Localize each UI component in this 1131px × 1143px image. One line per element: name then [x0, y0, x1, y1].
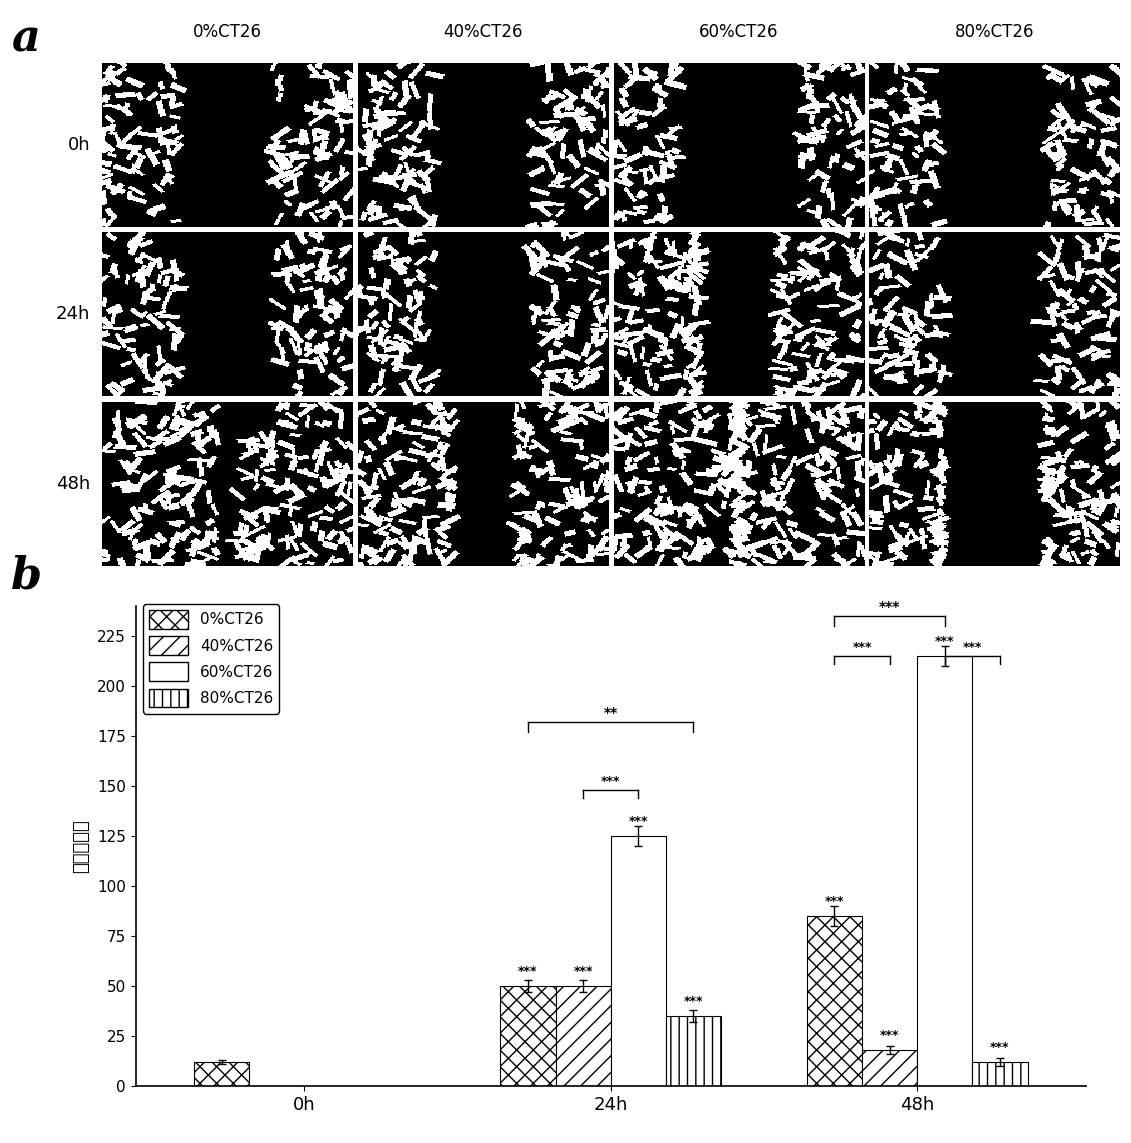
- Text: ***: ***: [601, 775, 621, 788]
- Text: ***: ***: [880, 1029, 899, 1042]
- Text: ***: ***: [824, 895, 844, 908]
- Text: ***: ***: [684, 994, 703, 1008]
- Text: 40%CT26: 40%CT26: [443, 23, 523, 41]
- Bar: [555, 985, 611, 1086]
- Bar: [193, 1062, 249, 1086]
- Y-axis label: 迁移细胞数: 迁移细胞数: [72, 818, 90, 873]
- Text: 48h: 48h: [57, 474, 90, 493]
- Text: ***: ***: [962, 641, 982, 654]
- Bar: [666, 1016, 722, 1086]
- Text: ***: ***: [629, 815, 648, 828]
- Text: ***: ***: [879, 600, 900, 614]
- Text: 0h: 0h: [68, 136, 90, 154]
- Text: ***: ***: [573, 965, 593, 978]
- Text: 60%CT26: 60%CT26: [699, 23, 778, 41]
- Text: ***: ***: [991, 1041, 1010, 1054]
- Bar: [611, 836, 666, 1086]
- Text: ***: ***: [935, 634, 955, 648]
- Bar: [862, 1049, 917, 1086]
- Bar: [973, 1062, 1028, 1086]
- Text: 0%CT26: 0%CT26: [192, 23, 261, 41]
- Text: 80%CT26: 80%CT26: [955, 23, 1035, 41]
- Text: 24h: 24h: [57, 305, 90, 323]
- Text: ***: ***: [518, 965, 537, 978]
- Text: a: a: [11, 17, 41, 61]
- Text: b: b: [11, 554, 43, 598]
- Bar: [806, 916, 862, 1086]
- Bar: [917, 656, 973, 1086]
- Legend: 0%CT26, 40%CT26, 60%CT26, 80%CT26: 0%CT26, 40%CT26, 60%CT26, 80%CT26: [144, 604, 279, 713]
- Text: ***: ***: [853, 641, 872, 654]
- Text: **: **: [604, 706, 618, 720]
- Bar: [500, 985, 555, 1086]
